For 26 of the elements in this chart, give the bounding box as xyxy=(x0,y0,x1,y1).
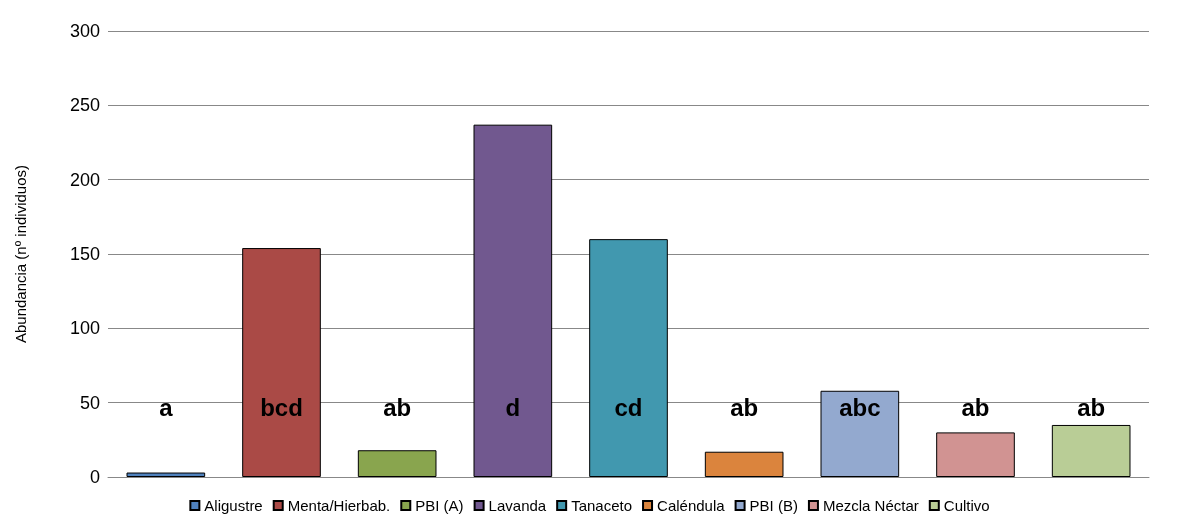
annotation: ab xyxy=(1077,393,1106,421)
y-tick-label: 50 xyxy=(79,392,100,413)
legend-label: Mezcla Néctar xyxy=(822,497,919,514)
legend-label: PBI (B) xyxy=(749,497,798,514)
annotation: ab xyxy=(961,393,990,421)
annotation: ab xyxy=(383,393,412,421)
legend-label: Menta/Hierbab. xyxy=(287,497,391,514)
annotation: a xyxy=(159,393,174,421)
legend-label: Lavanda xyxy=(488,497,547,514)
y-tick-label: 300 xyxy=(69,21,100,41)
legend-label: Cultivo xyxy=(943,497,990,514)
annotation: d xyxy=(505,393,521,421)
legend-label: PBI (A) xyxy=(415,497,464,514)
annotation: abc xyxy=(839,393,881,421)
y-tick-label: 250 xyxy=(69,95,100,116)
annotation: bcd xyxy=(260,393,303,421)
y-axis-title: Abundancia (nº individuos) xyxy=(12,164,29,344)
legend-label: Tanaceto xyxy=(571,497,633,514)
annotation: cd xyxy=(614,393,643,421)
legend-label: Caléndula xyxy=(657,497,726,514)
y-tick-label: 200 xyxy=(69,169,100,190)
y-tick-label: 100 xyxy=(69,318,100,339)
legend-label: Aligustre xyxy=(204,497,263,514)
y-tick-label: 150 xyxy=(69,244,100,264)
y-tick-label: 0 xyxy=(89,467,100,487)
annotation: ab xyxy=(730,393,759,421)
